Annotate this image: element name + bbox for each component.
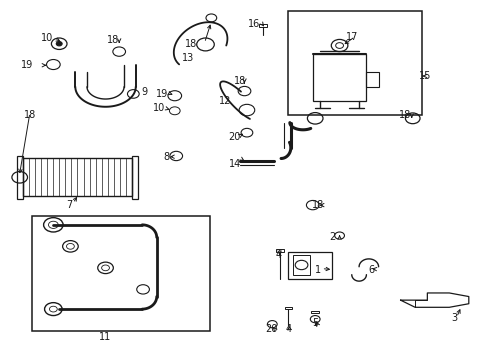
Bar [276,249,283,252]
Text: 4: 4 [285,324,291,334]
Text: 16: 16 [247,19,260,29]
Bar [32,216,210,330]
Text: 6: 6 [367,265,374,275]
Circle shape [56,41,62,46]
Bar [311,311,319,314]
Text: 1: 1 [314,265,320,275]
Bar [285,307,291,309]
Text: 18: 18 [184,39,197,49]
Bar [288,252,331,279]
Bar [22,158,132,196]
Bar [288,12,422,116]
Text: 18: 18 [233,76,245,86]
Text: 9: 9 [141,87,147,97]
Text: 20: 20 [228,132,241,142]
Text: 5: 5 [311,319,318,328]
Bar [312,54,366,101]
Text: 18: 18 [399,111,411,121]
Text: 17: 17 [345,32,357,41]
Text: 20: 20 [264,324,277,334]
Text: 10: 10 [153,103,165,113]
Text: 10: 10 [41,33,53,43]
Text: 15: 15 [418,71,430,81]
Text: 19: 19 [21,60,34,70]
Text: 2: 2 [328,232,335,242]
Text: 19: 19 [155,89,167,99]
Bar [366,72,378,87]
Text: 18: 18 [311,200,323,210]
Text: 18: 18 [24,111,36,121]
Text: 11: 11 [99,332,111,342]
Bar [259,24,266,27]
Text: 12: 12 [218,96,231,106]
Text: 8: 8 [163,152,169,162]
Bar [293,255,310,275]
Text: 18: 18 [106,35,119,45]
Text: 7: 7 [66,200,72,210]
Text: 13: 13 [182,53,194,63]
Text: 3: 3 [450,313,456,323]
Bar [17,156,23,199]
Bar [132,156,138,199]
Text: 14: 14 [228,159,241,169]
Text: 4: 4 [275,250,281,260]
